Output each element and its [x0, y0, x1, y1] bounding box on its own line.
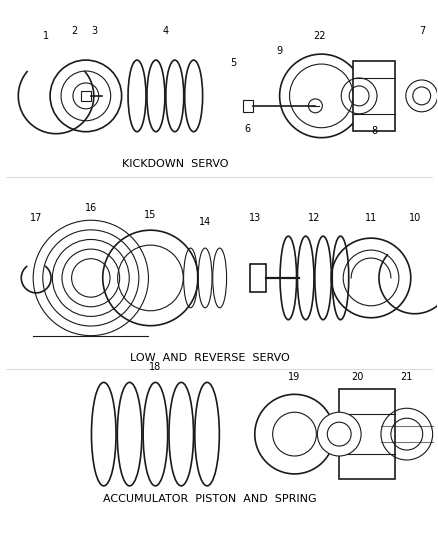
Text: 14: 14 — [199, 217, 211, 227]
Text: 5: 5 — [230, 58, 236, 68]
Text: 19: 19 — [288, 373, 300, 382]
Bar — [339, 389, 395, 479]
Circle shape — [318, 412, 361, 456]
Text: 2: 2 — [71, 26, 77, 36]
Text: 11: 11 — [365, 213, 377, 223]
Bar — [250, 264, 266, 292]
Text: 17: 17 — [30, 213, 42, 223]
Text: 4: 4 — [162, 26, 168, 36]
Text: LOW  AND  REVERSE  SERVO: LOW AND REVERSE SERVO — [130, 352, 290, 362]
Text: 18: 18 — [149, 362, 162, 373]
Text: 12: 12 — [308, 213, 321, 223]
Text: 21: 21 — [401, 373, 413, 382]
Text: 20: 20 — [351, 373, 363, 382]
Text: 1: 1 — [43, 31, 49, 41]
Text: 8: 8 — [371, 126, 377, 136]
Text: 9: 9 — [276, 46, 283, 56]
Circle shape — [327, 422, 351, 446]
Text: 15: 15 — [144, 210, 157, 220]
Text: 6: 6 — [245, 124, 251, 134]
Text: 10: 10 — [409, 213, 421, 223]
Text: 3: 3 — [92, 26, 98, 36]
Text: 16: 16 — [85, 203, 97, 213]
Bar — [243, 100, 253, 112]
Text: 22: 22 — [313, 31, 325, 41]
Text: ACCUMULATOR  PISTON  AND  SPRING: ACCUMULATOR PISTON AND SPRING — [103, 494, 317, 504]
Bar — [353, 61, 395, 131]
Bar — [81, 91, 91, 101]
Text: KICKDOWN  SERVO: KICKDOWN SERVO — [122, 158, 229, 168]
Text: 13: 13 — [249, 213, 261, 223]
Text: 7: 7 — [420, 26, 426, 36]
